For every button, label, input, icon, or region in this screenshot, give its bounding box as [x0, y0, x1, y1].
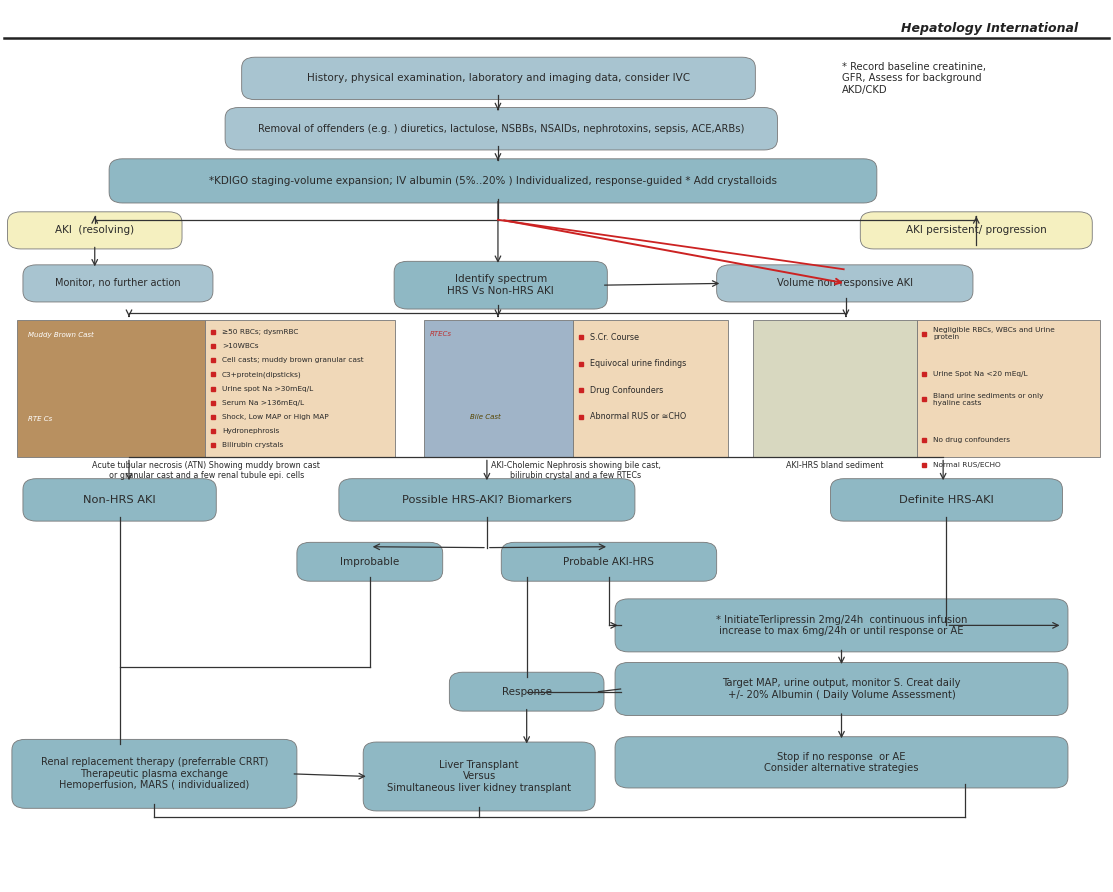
Bar — [424, 319, 573, 457]
FancyBboxPatch shape — [297, 542, 443, 582]
Text: Response: Response — [502, 687, 552, 697]
Text: History, physical examination, laboratory and imaging data, consider IVC: History, physical examination, laborator… — [307, 73, 690, 83]
Text: Definite HRS-AKI: Definite HRS-AKI — [899, 495, 994, 505]
Text: ≥50 RBCs; dysmRBC: ≥50 RBCs; dysmRBC — [221, 329, 298, 335]
Bar — [205, 319, 395, 457]
Text: Equivocal urine findings: Equivocal urine findings — [590, 359, 686, 368]
Text: Serum Na >136mEq/L: Serum Na >136mEq/L — [221, 400, 304, 406]
FancyBboxPatch shape — [225, 108, 778, 150]
FancyBboxPatch shape — [450, 673, 604, 711]
Text: Monitor, no further action: Monitor, no further action — [56, 278, 180, 288]
Text: Shock, Low MAP or High MAP: Shock, Low MAP or High MAP — [221, 414, 328, 420]
Text: Hepatology International: Hepatology International — [900, 21, 1077, 35]
Bar — [917, 319, 1100, 457]
Text: Target MAP, urine output, monitor S. Creat daily
+/- 20% Albumin ( Daily Volume : Target MAP, urine output, monitor S. Cre… — [722, 678, 961, 700]
Text: Acute tubular necrosis (ATN) Showing muddy brown cast
or granular cast and a few: Acute tubular necrosis (ATN) Showing mud… — [92, 461, 321, 481]
Text: Identify spectrum
HRS Vs Non-HRS AKI: Identify spectrum HRS Vs Non-HRS AKI — [447, 275, 554, 296]
Text: Bile Cast: Bile Cast — [471, 415, 501, 420]
FancyBboxPatch shape — [860, 211, 1092, 249]
FancyBboxPatch shape — [717, 265, 973, 302]
Text: Renal replacement therapy (preferrable CRRT)
Therapeutic plasma exchange
Hemoper: Renal replacement therapy (preferrable C… — [41, 757, 268, 790]
Bar — [573, 319, 728, 457]
Text: Removal of offenders (e.g. ) diuretics, lactulose, NSBBs, NSAIDs, nephrotoxins, : Removal of offenders (e.g. ) diuretics, … — [258, 124, 745, 134]
Text: Cell casts; muddy brown granular cast: Cell casts; muddy brown granular cast — [221, 358, 364, 363]
Text: AKI  (resolving): AKI (resolving) — [56, 226, 135, 235]
Text: *KDIGO staging-volume expansion; IV albumin (5%..20% ) Individualized, response-: *KDIGO staging-volume expansion; IV albu… — [209, 176, 777, 186]
FancyBboxPatch shape — [615, 737, 1068, 788]
Bar — [18, 319, 205, 457]
Text: Probable AKI-HRS: Probable AKI-HRS — [563, 557, 654, 566]
Text: Negligible RBCs, WBCs and Urine
protein: Negligible RBCs, WBCs and Urine protein — [933, 327, 1055, 340]
Text: Volume non-responsive AKI: Volume non-responsive AKI — [777, 278, 913, 288]
Text: RTECs: RTECs — [430, 331, 452, 336]
FancyBboxPatch shape — [23, 479, 216, 521]
FancyBboxPatch shape — [830, 479, 1063, 521]
Text: RTE Cs: RTE Cs — [29, 417, 52, 422]
FancyBboxPatch shape — [23, 265, 213, 302]
FancyBboxPatch shape — [394, 261, 608, 309]
Text: Normal RUS/ECHO: Normal RUS/ECHO — [933, 461, 1001, 467]
Text: Possible HRS-AKI? Biomarkers: Possible HRS-AKI? Biomarkers — [402, 495, 572, 505]
Text: Stop if no response  or AE
Consider alternative strategies: Stop if no response or AE Consider alter… — [765, 752, 918, 773]
Text: Drug Confounders: Drug Confounders — [590, 386, 663, 395]
Text: Urine Spot Na <20 mEq/L: Urine Spot Na <20 mEq/L — [933, 371, 1027, 377]
Text: Bland urine sediments or only
hyaline casts: Bland urine sediments or only hyaline ca… — [933, 392, 1044, 406]
Text: No drug confounders: No drug confounders — [933, 437, 1011, 442]
Text: * InitiateTerlipressin 2mg/24h  continuous infusion
increase to max 6mg/24h or u: * InitiateTerlipressin 2mg/24h continuou… — [716, 615, 967, 636]
Text: Liver Transplant
Versus
Simultaneous liver kidney transplant: Liver Transplant Versus Simultaneous liv… — [387, 760, 571, 793]
FancyBboxPatch shape — [338, 479, 634, 521]
Text: AKI persistent/ progression: AKI persistent/ progression — [906, 226, 1046, 235]
Text: * Record baseline creatinine,
GFR, Assess for background
AKD/CKD: * Record baseline creatinine, GFR, Asses… — [841, 62, 985, 95]
FancyBboxPatch shape — [8, 211, 183, 249]
FancyBboxPatch shape — [363, 742, 595, 811]
Text: AKI-HRS bland sediment: AKI-HRS bland sediment — [786, 461, 884, 470]
FancyBboxPatch shape — [615, 663, 1068, 715]
Text: AKI-Cholemic Nephrosis showing bile cast,
bilirubin crystal and a few RTECs: AKI-Cholemic Nephrosis showing bile cast… — [491, 461, 661, 481]
FancyBboxPatch shape — [501, 542, 717, 582]
FancyBboxPatch shape — [615, 599, 1068, 652]
Text: S.Cr. Course: S.Cr. Course — [590, 333, 639, 342]
Text: Muddy Brown Cast: Muddy Brown Cast — [29, 332, 95, 338]
Text: >10WBCs: >10WBCs — [221, 343, 258, 349]
Text: Improbable: Improbable — [341, 557, 400, 566]
Text: Hydronephrosis: Hydronephrosis — [221, 428, 279, 434]
Text: Urine spot Na >30mEq/L: Urine spot Na >30mEq/L — [221, 385, 313, 392]
FancyBboxPatch shape — [109, 159, 877, 203]
Bar — [754, 319, 917, 457]
Text: Bilirubin crystals: Bilirubin crystals — [221, 442, 283, 448]
Text: Abnormal RUS or ≅CHO: Abnormal RUS or ≅CHO — [590, 412, 686, 421]
FancyBboxPatch shape — [242, 57, 756, 100]
Text: C3+protein(dipsticks): C3+protein(dipsticks) — [221, 371, 302, 377]
Text: Non-HRS AKI: Non-HRS AKI — [83, 495, 156, 505]
FancyBboxPatch shape — [12, 739, 297, 808]
